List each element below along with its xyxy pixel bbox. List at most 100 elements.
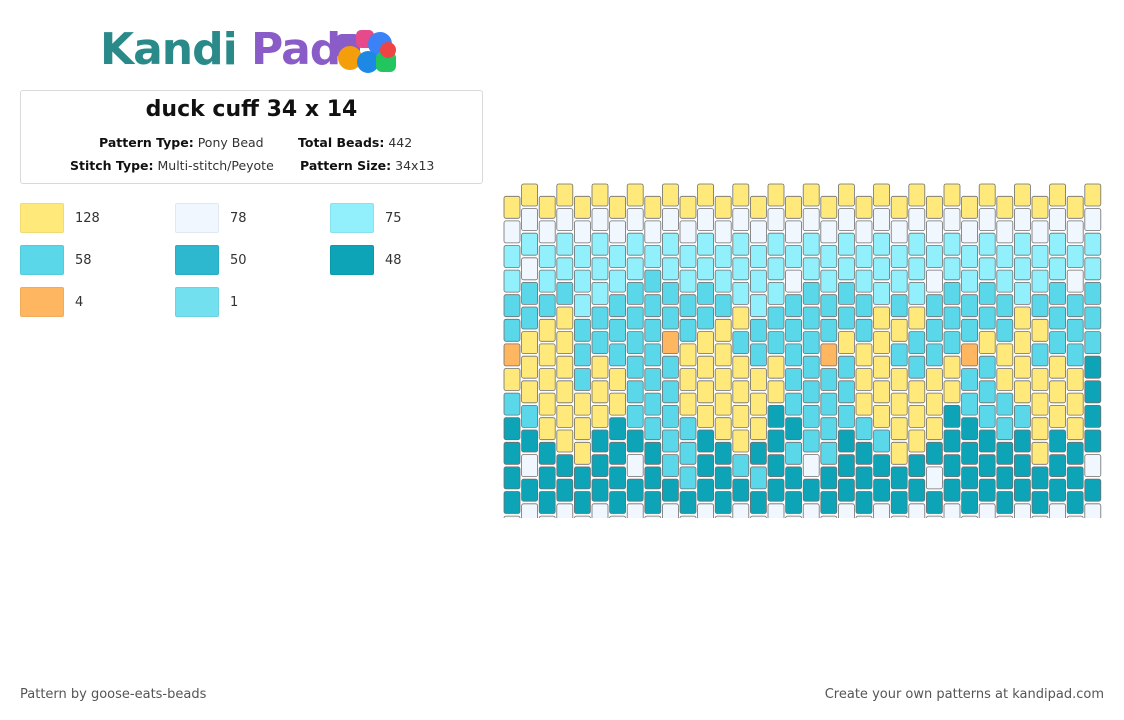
bead — [503, 515, 521, 518]
bead — [1031, 466, 1049, 490]
bead — [714, 269, 732, 293]
bead — [1031, 294, 1049, 318]
bead — [538, 245, 556, 268]
bead — [591, 208, 609, 232]
bead — [802, 232, 820, 256]
bead — [521, 380, 539, 404]
bead — [1084, 282, 1102, 305]
bead — [609, 368, 626, 391]
bead — [697, 429, 715, 453]
stitch-type: Stitch Type: Multi-stitch/Peyote — [70, 158, 274, 173]
bead — [538, 491, 556, 514]
bead — [1031, 368, 1049, 391]
bead — [1084, 478, 1102, 502]
bead — [908, 208, 926, 232]
bead — [855, 195, 873, 219]
bead — [574, 441, 591, 465]
bead — [1031, 220, 1049, 244]
bead — [1013, 183, 1031, 207]
bead — [820, 466, 838, 490]
bead — [661, 404, 679, 428]
bead — [873, 429, 891, 453]
bead — [785, 515, 802, 518]
bead — [926, 515, 943, 518]
bead — [538, 466, 556, 490]
bead — [908, 183, 926, 207]
total-beads-value: 442 — [388, 135, 413, 150]
bead — [609, 441, 626, 465]
bead — [732, 429, 750, 453]
bead — [574, 491, 591, 514]
bead — [644, 195, 662, 219]
bead — [767, 183, 785, 207]
bead — [732, 183, 750, 207]
bead — [908, 306, 926, 330]
bead — [679, 491, 697, 514]
bead — [609, 343, 626, 367]
bead — [837, 404, 855, 428]
bead — [538, 515, 556, 518]
bead — [908, 282, 926, 305]
bead — [679, 343, 697, 367]
bead — [855, 318, 873, 342]
create-patterns-link[interactable]: Create your own patterns at kandipad.com — [824, 687, 1104, 702]
bead — [714, 392, 732, 416]
bead — [890, 466, 908, 490]
bead — [943, 454, 961, 478]
bead — [943, 380, 961, 404]
bead — [961, 515, 978, 518]
bead — [943, 429, 961, 453]
bead — [820, 269, 838, 293]
bead — [996, 195, 1014, 219]
bead — [1066, 195, 1084, 219]
bead — [644, 491, 662, 514]
bead — [1084, 257, 1102, 281]
bead — [820, 441, 838, 465]
bead — [996, 269, 1014, 293]
bead — [908, 429, 926, 453]
bead — [1049, 208, 1066, 232]
bead — [837, 454, 855, 478]
bead — [785, 318, 803, 342]
bead — [996, 294, 1014, 318]
bead — [890, 491, 908, 514]
color-swatch — [330, 245, 374, 275]
bead — [574, 368, 591, 391]
bead — [890, 417, 908, 441]
bead — [609, 466, 626, 490]
bead — [749, 269, 767, 293]
bead — [679, 392, 697, 416]
bead — [1013, 232, 1031, 256]
bead — [644, 392, 662, 416]
bead — [644, 294, 662, 318]
bead — [785, 466, 803, 490]
bead-count: 75 — [385, 210, 402, 226]
bead-count: 50 — [230, 252, 247, 268]
bead — [644, 515, 662, 518]
bead — [820, 294, 838, 318]
bead — [802, 306, 820, 330]
bead — [538, 318, 556, 342]
bead — [855, 466, 873, 490]
bead-count: 1 — [230, 294, 239, 310]
kandipad-logo[interactable]: Kandi Pad — [100, 22, 410, 78]
bead — [1049, 257, 1066, 281]
bead — [732, 306, 750, 330]
bead — [556, 183, 574, 207]
bead — [978, 478, 996, 502]
bead — [802, 331, 820, 355]
bead — [609, 392, 626, 416]
bead — [591, 355, 609, 379]
bead — [626, 257, 644, 281]
bead — [749, 318, 767, 342]
bead — [661, 232, 679, 256]
bead — [1084, 306, 1102, 330]
bead — [626, 282, 644, 305]
bead — [1031, 195, 1049, 219]
bead — [925, 368, 943, 391]
bead — [749, 368, 767, 391]
bead — [591, 404, 609, 428]
logo-word-pad: Pad — [251, 24, 341, 75]
bead — [626, 478, 644, 502]
bead — [591, 478, 609, 502]
